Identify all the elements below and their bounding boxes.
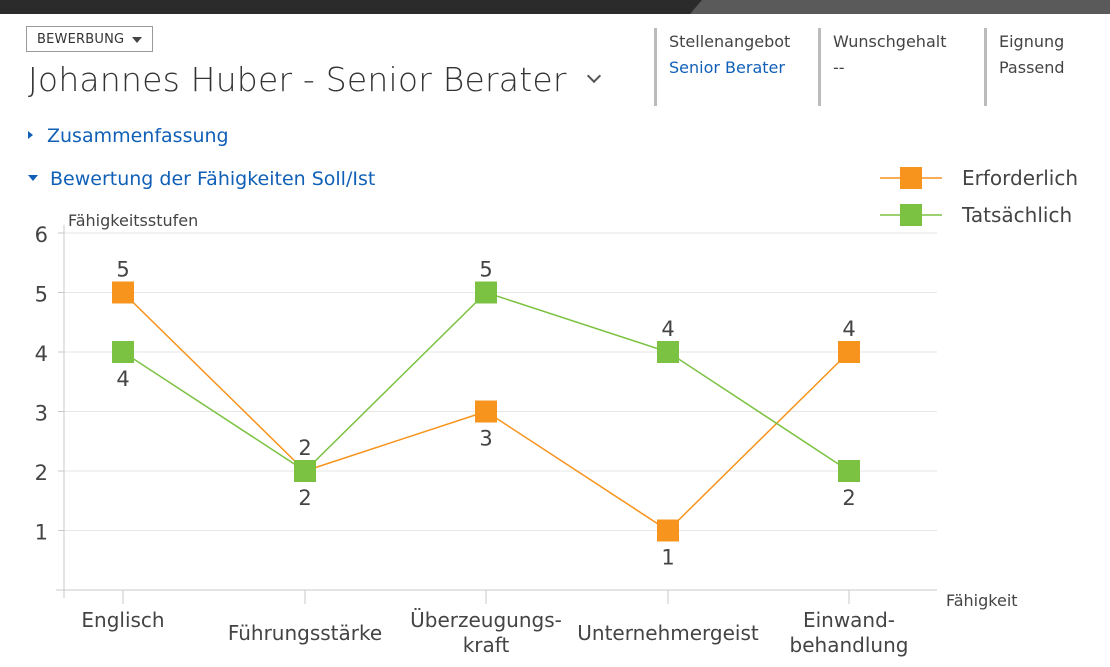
data-label: 1 <box>661 546 674 570</box>
x-tick-label: Führungsstärke <box>228 621 382 645</box>
header-field-job-offer: Stellenangebot Senior Berater <box>654 28 790 106</box>
x-tick-label: Englisch <box>81 608 164 632</box>
x-axis-title: Fähigkeit <box>946 591 1018 610</box>
data-label: 5 <box>479 258 492 282</box>
caret-down-icon <box>132 36 143 43</box>
x-tick-label: Überzeugungs- <box>410 608 562 632</box>
y-tick-label: 4 <box>35 342 48 366</box>
data-label: 2 <box>842 486 855 510</box>
data-label: 4 <box>842 317 855 341</box>
x-tick-label: behandlung <box>790 633 909 657</box>
data-label: 2 <box>298 436 311 460</box>
legend-marker <box>900 204 922 226</box>
header-field-value: Passend <box>999 58 1065 77</box>
section-summary-label: Zusammenfassung <box>47 125 229 147</box>
entity-selector-button[interactable]: BEWERBUNG <box>26 26 154 52</box>
header-field-label: Eignung <box>999 32 1065 51</box>
y-axis-title: Fähigkeitsstufen <box>68 211 198 230</box>
y-tick-label: 3 <box>35 402 48 426</box>
header-field-label: Wunschgehalt <box>833 32 947 51</box>
data-label: 5 <box>116 258 129 282</box>
header-field-desired-salary: Wunschgehalt -- <box>818 28 946 106</box>
header-field-label: Stellenangebot <box>669 32 791 51</box>
section-skills-label: Bewertung der Fähigkeiten Soll/Ist <box>50 168 376 190</box>
legend-marker <box>900 167 922 189</box>
section-skills-toggle[interactable]: Bewertung der Fähigkeiten Soll/Ist <box>28 168 375 190</box>
data-label: 2 <box>298 486 311 510</box>
record-title: Johannes Huber - Senior Berater <box>28 60 601 99</box>
y-tick-label: 5 <box>35 283 48 307</box>
y-tick-label: 2 <box>35 461 48 485</box>
x-tick-label: Unternehmergeist <box>577 621 759 645</box>
header-field-suitability: Eignung Passend <box>984 28 1065 106</box>
data-point <box>838 460 860 482</box>
data-point <box>475 400 497 423</box>
y-tick-label: 6 <box>35 223 48 247</box>
data-point <box>112 281 134 304</box>
job-offer-link[interactable]: Senior Berater <box>669 58 785 77</box>
triangle-right-icon <box>28 130 33 139</box>
entity-selector-label: BEWERBUNG <box>37 32 125 47</box>
x-tick-label: Einwand- <box>803 608 895 632</box>
header-field-value: -- <box>833 58 845 77</box>
data-label: 3 <box>479 427 492 451</box>
y-tick-label: 1 <box>35 521 48 545</box>
triangle-down-icon <box>28 174 38 181</box>
data-point <box>838 341 860 363</box>
legend-label: Erforderlich <box>962 166 1078 190</box>
data-label: 4 <box>661 317 674 341</box>
record-title-text: Johannes Huber - Senior Berater <box>28 60 567 99</box>
section-summary-toggle[interactable]: Zusammenfassung <box>28 125 229 147</box>
data-point <box>112 341 134 363</box>
data-point <box>294 460 316 482</box>
data-label: 4 <box>116 367 129 391</box>
legend-label: Tatsächlich <box>961 203 1072 227</box>
data-point <box>657 341 679 363</box>
top-bar-accent <box>690 0 1110 14</box>
data-point <box>657 519 679 542</box>
data-point <box>475 281 497 304</box>
x-tick-label: kraft <box>463 633 510 657</box>
